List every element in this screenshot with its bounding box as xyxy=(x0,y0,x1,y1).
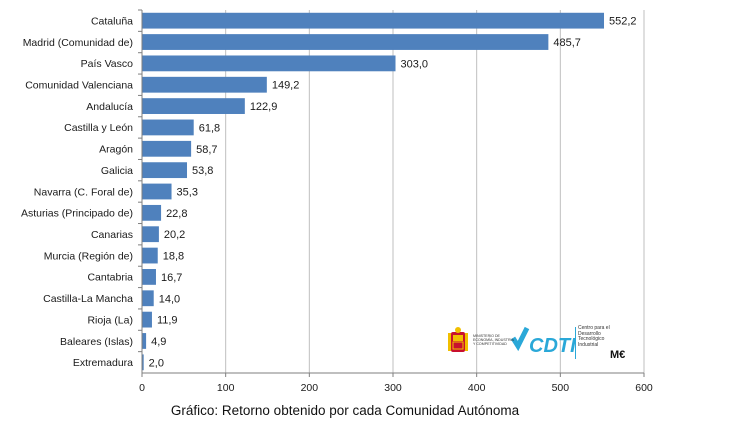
bar xyxy=(142,311,152,328)
bar xyxy=(142,204,162,221)
category-label: Castilla y León xyxy=(64,122,133,134)
category-label: Madrid (Comunidad de) xyxy=(23,37,133,49)
value-label: 35,3 xyxy=(177,187,198,199)
bar xyxy=(142,183,172,200)
category-label: Navarra (C. Foral de) xyxy=(34,186,133,198)
value-label: 552,2 xyxy=(609,16,637,28)
cdti-logo: CDTI xyxy=(510,326,576,359)
category-label: Castilla-La Mancha xyxy=(43,293,133,305)
bar xyxy=(142,140,192,157)
axes xyxy=(138,9,645,377)
value-label: 61,8 xyxy=(199,122,220,134)
value-label: 20,2 xyxy=(164,229,185,241)
value-label: 22,8 xyxy=(166,208,187,220)
bar xyxy=(142,333,147,349)
x-tick-label: 100 xyxy=(217,382,235,394)
chart-caption: Gráfico: Retorno obtenido por cada Comun… xyxy=(170,403,520,418)
x-tick-label: 200 xyxy=(301,382,319,394)
value-label: 14,0 xyxy=(159,293,180,305)
category-label: Aragón xyxy=(99,144,133,156)
coat-of-arms-logo xyxy=(448,327,468,352)
bar xyxy=(142,98,245,114)
bar xyxy=(142,12,605,29)
bar xyxy=(142,76,267,93)
cdti-logo-text: Centro para el Desarrollo Tecnológico In… xyxy=(578,325,610,348)
category-label: Galicia xyxy=(101,165,133,177)
category-label: Baleares (Islas) xyxy=(60,336,133,348)
category-label: Murcia (Región de) xyxy=(44,250,133,262)
category-label: País Vasco xyxy=(81,58,133,70)
bars xyxy=(142,12,605,371)
x-tick-label: 500 xyxy=(552,382,570,394)
logo-graphics: CDTI xyxy=(448,326,576,359)
x-tick-label: 300 xyxy=(384,382,402,394)
bar xyxy=(142,226,159,243)
value-label: 18,8 xyxy=(163,251,184,263)
value-label: 303,0 xyxy=(401,58,429,70)
bar xyxy=(142,119,194,136)
bar xyxy=(142,290,154,307)
value-label: 485,7 xyxy=(553,37,581,49)
value-label: 58,7 xyxy=(196,144,217,156)
x-tick-label: 600 xyxy=(635,382,653,394)
bar xyxy=(142,162,188,179)
value-label: 149,2 xyxy=(272,80,300,92)
category-label: Andalucía xyxy=(86,101,133,113)
value-label: 11,9 xyxy=(157,315,178,327)
bar xyxy=(142,247,158,264)
category-label: Asturias (Principado de) xyxy=(21,208,133,220)
category-label: Comunidad Valenciana xyxy=(25,80,133,92)
value-label: 2,0 xyxy=(149,357,164,369)
category-label: Cataluña xyxy=(91,15,133,27)
bar xyxy=(142,269,156,285)
category-label: Extremadura xyxy=(73,357,133,369)
value-label: 16,7 xyxy=(161,272,182,284)
value-label: 53,8 xyxy=(192,165,213,177)
bar xyxy=(142,354,144,371)
bar xyxy=(142,34,549,50)
value-label: 122,9 xyxy=(250,101,278,113)
bar xyxy=(142,55,396,72)
x-tick-label: 0 xyxy=(139,382,145,394)
labels: 0 100 200 300 400 500 600 Cataluña 552,2 Madrid (… xyxy=(21,15,653,394)
category-label: Cantabria xyxy=(87,272,133,284)
value-label: 4,9 xyxy=(151,336,166,348)
category-label: Canarias xyxy=(91,229,133,241)
x-tick-label: 400 xyxy=(468,382,486,394)
category-label: Rioja (La) xyxy=(87,314,133,326)
sponsor-logos: CDTI MINISTERIO DE ECONOMÍA, INDUSTRIA Y… xyxy=(447,324,627,362)
unit-label: M€ xyxy=(610,349,626,361)
cdti-wordmark: CDTI xyxy=(529,335,576,357)
ministerio-logo-text: MINISTERIO DE ECONOMÍA, INDUSTRIA Y COMP… xyxy=(473,334,514,346)
